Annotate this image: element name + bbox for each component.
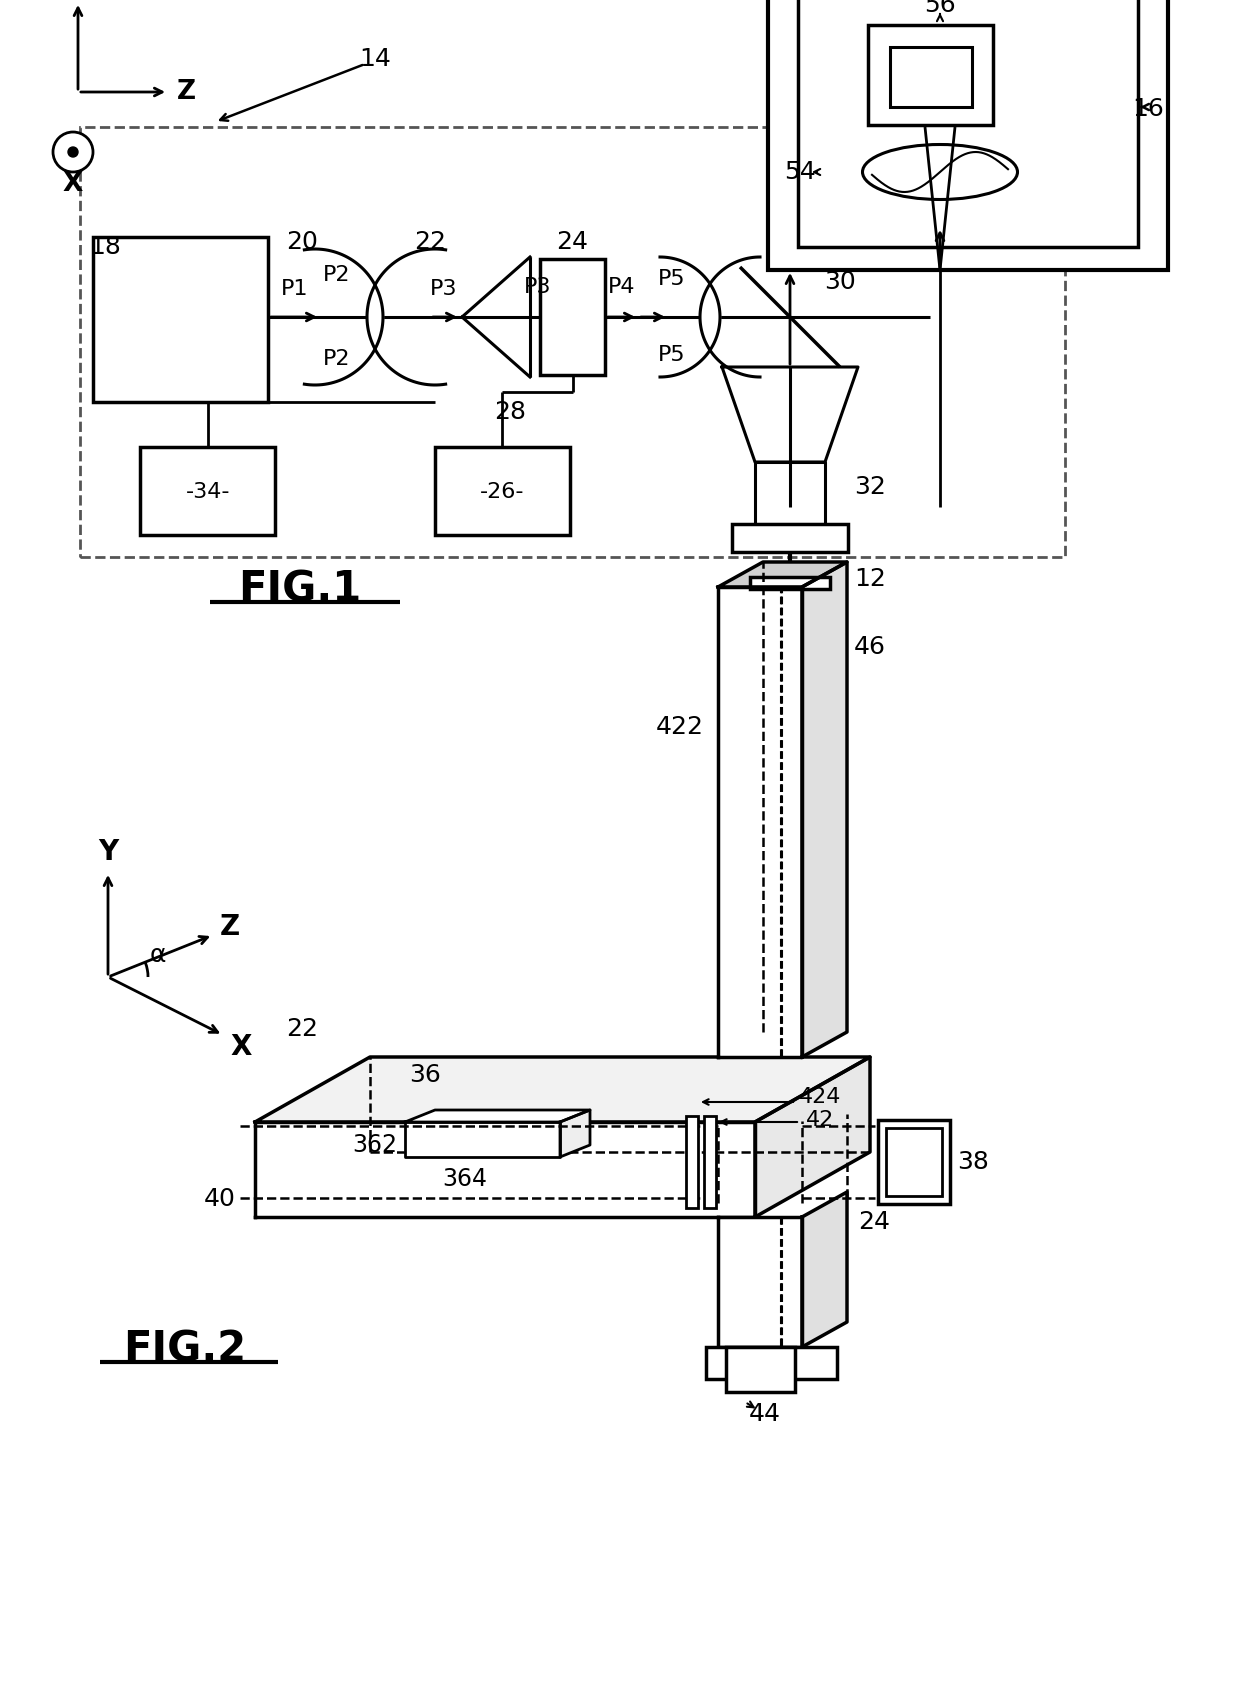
Text: 22: 22	[414, 230, 446, 254]
Text: 32: 32	[854, 475, 885, 498]
Text: 40: 40	[205, 1186, 236, 1210]
Text: P3: P3	[430, 278, 458, 299]
Text: 424: 424	[799, 1087, 841, 1108]
Polygon shape	[718, 587, 802, 1057]
Text: -34-: -34-	[186, 481, 231, 502]
Polygon shape	[755, 463, 825, 524]
Bar	[799, 0, 1138, 248]
Text: X: X	[231, 1033, 252, 1062]
Text: Z: Z	[219, 913, 241, 941]
Bar	[887, 1128, 942, 1197]
Polygon shape	[755, 1057, 870, 1217]
Text: P4: P4	[609, 277, 636, 297]
Text: P3: P3	[525, 277, 552, 297]
Text: P2: P2	[324, 348, 351, 369]
Polygon shape	[718, 1217, 802, 1347]
Text: 24: 24	[858, 1210, 890, 1234]
Polygon shape	[255, 1121, 755, 1217]
Bar	[890, 48, 972, 108]
Text: P2: P2	[324, 265, 351, 285]
Polygon shape	[802, 562, 847, 1057]
Bar	[732, 524, 848, 551]
Text: 56: 56	[924, 0, 956, 17]
Text: 42: 42	[806, 1110, 835, 1130]
Polygon shape	[405, 1121, 560, 1157]
Bar	[140, 447, 275, 534]
Bar	[539, 259, 605, 376]
Bar	[878, 1120, 950, 1203]
Text: 30: 30	[825, 270, 856, 294]
Text: FIG.1: FIG.1	[238, 568, 362, 609]
Bar	[435, 447, 570, 534]
Bar	[750, 577, 830, 589]
Bar	[725, 1347, 795, 1391]
Text: 54: 54	[784, 160, 816, 184]
Text: 364: 364	[443, 1168, 487, 1191]
Text: 24: 24	[556, 230, 588, 254]
Text: 12: 12	[854, 567, 885, 591]
Text: 38: 38	[957, 1151, 990, 1174]
Text: X: X	[63, 171, 83, 196]
Bar	[868, 26, 993, 125]
Text: Y: Y	[98, 838, 118, 865]
Text: P1: P1	[281, 278, 309, 299]
Text: Z: Z	[176, 79, 196, 106]
Text: 422: 422	[656, 715, 704, 739]
Polygon shape	[405, 1110, 590, 1121]
Text: 28: 28	[494, 399, 526, 423]
Text: 16: 16	[1132, 97, 1164, 121]
Bar	[706, 1347, 837, 1379]
Polygon shape	[718, 562, 847, 587]
Text: 18: 18	[89, 236, 122, 259]
Text: 14: 14	[360, 48, 391, 72]
Polygon shape	[560, 1110, 590, 1157]
Bar	[768, 0, 1168, 270]
Polygon shape	[722, 367, 858, 463]
Text: P5: P5	[658, 345, 686, 365]
Text: 46: 46	[854, 635, 887, 659]
Bar	[704, 1116, 715, 1209]
Circle shape	[68, 147, 78, 157]
Bar	[93, 237, 268, 403]
Text: -26-: -26-	[480, 481, 525, 502]
Text: 36: 36	[409, 1063, 441, 1087]
Polygon shape	[802, 1191, 847, 1347]
Text: α: α	[150, 942, 166, 966]
Text: 22: 22	[286, 1017, 317, 1041]
Bar	[686, 1116, 698, 1209]
Text: FIG.2: FIG.2	[124, 1328, 247, 1371]
Text: P5: P5	[658, 270, 686, 288]
Text: 362: 362	[352, 1133, 398, 1157]
Circle shape	[53, 131, 93, 172]
Polygon shape	[255, 1057, 870, 1121]
Text: 20: 20	[286, 230, 317, 254]
Bar	[81, 126, 1065, 556]
Text: 44: 44	[749, 1401, 781, 1425]
